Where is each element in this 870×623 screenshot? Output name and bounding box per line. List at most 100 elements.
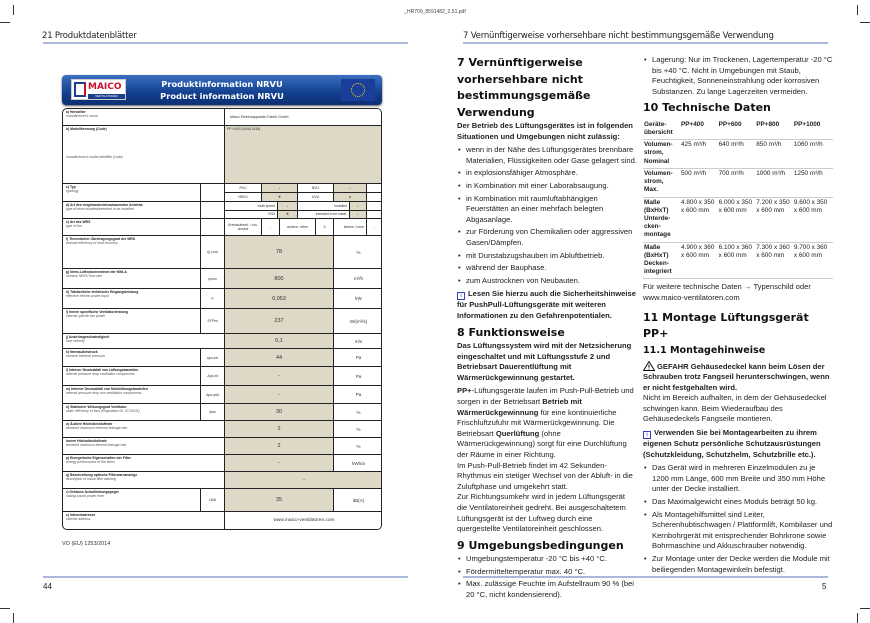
table-row: h) Tatsächliche elektrische Eingangsleis… (63, 289, 381, 309)
value-cell: 44 (225, 349, 334, 366)
label-en: typology (66, 189, 79, 193)
value-cell: 30 (225, 404, 334, 420)
label-de: Innere Höchstleckluftrate (66, 439, 107, 443)
table-cell: 9.600 x 350 x 600 mm (792, 197, 833, 243)
symbol-cell (201, 202, 225, 218)
option-cell: keines / none (334, 219, 367, 235)
text-bold: PP+ (457, 386, 472, 396)
table-cell: PP+800 (755, 119, 793, 141)
table-row: b) Modellkennung (Code) manufacturer's mo… (63, 126, 381, 184)
warning-icon (643, 360, 655, 371)
unit-cell: % (356, 409, 361, 415)
label-de: l) Interner Druckabfall von Lüftungsbaut… (66, 368, 139, 372)
symbol-cell: qnom (201, 269, 225, 288)
table-cell: 1060 m³/h (792, 139, 833, 169)
label-de: q) Beschreibung optische Filterwarnanzei… (66, 473, 138, 477)
option-cell: installed (298, 202, 350, 210)
table-row: s) Internetadresse internet address www.ma… (63, 512, 381, 529)
table-row: i) Innere spezifische Ventilatorleistung… (63, 309, 381, 334)
table-cell: 640 m³/h (717, 139, 756, 169)
table-row: Geräte-übersicht PP+400 PP+600 PP+800 PP+100… (643, 119, 833, 141)
unit-cell: % (356, 443, 361, 449)
table-cell: PP+1000 (792, 119, 833, 141)
crop-mark (0, 608, 10, 609)
value-cell: - (225, 472, 381, 488)
section-11-list: Das Gerät wird in mehreren Einzelmodulen… (643, 463, 833, 575)
table-cell: Maße (BxHxT) Unterde-cken-montage (643, 197, 680, 243)
section-10-footer: Für weitere technische Daten → Typenschi… (643, 282, 811, 302)
file-name: _HR709_8591482_2.51.pdf (404, 9, 466, 15)
row-label: o) Äußere Höchstleckluftrate declared max… (63, 421, 225, 437)
section-10-title: 10 Technische Daten (643, 101, 771, 115)
table-cell: 500 m³/h (680, 168, 718, 198)
row-label: s) Internetadresse internet address (63, 512, 225, 529)
logo-text: MAICO (88, 82, 122, 92)
row-label: l) Interner Druckabfall von Lüftungsbaut… (63, 367, 201, 385)
option-cell: - (374, 225, 376, 229)
label-en: description of visual filter warning (66, 477, 116, 481)
list-item: in explosionsfähiger Atmosphäre. (457, 168, 637, 179)
section-8-paragraph: PP+-Lüftungsgeräte laufen im Push-Pull-B… (457, 386, 637, 460)
label-de: r) Gehäuse-Schallleistungspegel (66, 490, 119, 494)
list-item: Das Maximalgewicht eines Moduls beträgt … (643, 497, 833, 508)
label-en: nominal NRVU flow rate (66, 274, 103, 278)
value-cell: 2 (225, 421, 334, 437)
label-en: type of hrs (66, 224, 82, 228)
option-cell: X (262, 193, 298, 201)
option-cell: - (262, 184, 298, 192)
label-de: n) Statischer Wirkungsgrad Ventilator (66, 405, 127, 409)
row-label: m) Interner Druckabfall von Nichtlüftung… (63, 386, 201, 403)
option-row: multi speed - installed - (225, 202, 381, 211)
label-de: d) Art des eingebauten/einzubauenden Ant… (66, 203, 143, 207)
table-row: Volumen-strom, Max. 500 m³/h 700 m³/h 1000 … (643, 168, 833, 198)
danger-text: Nicht im Bereich aufhalten, in dem der G… (643, 393, 827, 424)
table-row: Innere Höchstleckluftrate declared maximu… (63, 438, 381, 455)
unit-cell: dB(A) (352, 497, 365, 503)
value-cell: Maico Elektroapparate-Fabrik GmbH (225, 109, 381, 125)
crop-mark (13, 5, 14, 15)
option-cell: - (350, 202, 367, 210)
label-de: s) Internetadresse (66, 513, 96, 517)
maico-logo: MAICO VENTILATOREN (71, 79, 126, 100)
symbol-cell: ηt_nrvu (201, 236, 225, 268)
unit-cell: kW (355, 296, 362, 301)
label-en: internal specific fan power (66, 314, 106, 318)
section-8-intro: Das Lüftungssystem wird mit der Netzsich… (457, 341, 632, 382)
row-label: p) Energetische Eigenschaften der Filter… (63, 455, 225, 471)
list-item: zur Förderung von Chemikalien oder aggre… (457, 227, 637, 248)
option-cell (367, 193, 381, 201)
option-cell: - (262, 219, 280, 235)
row-label: d) Art des eingebauten/einzubauenden Ant… (63, 202, 201, 218)
label-en: face velocity (66, 339, 85, 343)
logo-sub: VENTILATOREN (88, 94, 125, 99)
option-cell: - (278, 202, 298, 210)
label-en: type of drive installed/intended to be i… (66, 207, 134, 211)
option-cell: - (350, 210, 367, 218)
table-row: m) Interner Druckabfall von Nichtlüftung… (63, 386, 381, 404)
value-cell: 2 (225, 438, 334, 454)
table-row: Maße (BxHxT) Unterde-cken-montage 4.800 x… (643, 197, 833, 243)
crop-mark (857, 613, 858, 623)
unit-cell: W/(m³/s) (349, 318, 368, 324)
section-9-list: Umgebungstemperatur -20 °C bis +40 °C. F… (457, 554, 637, 600)
list-item: Als Montagehilfsmittel sind Leiter, Sche… (643, 510, 833, 552)
list-item: in Kombination mit raumluftabhängigen Fe… (457, 194, 637, 226)
text-bold: Querlüftung (495, 428, 540, 438)
unit-cell: kWh/a (352, 460, 365, 466)
section-8-title: 8 Funktionsweise (457, 325, 565, 339)
row-label: f) Thermischer Übertragungsgrad der WRS t… (63, 236, 201, 268)
option-cell: X (316, 219, 334, 235)
value-cell: 0,053 (225, 289, 334, 308)
table-row: g) Nenn-Luftvolumenstrom der NWLA nominal… (63, 269, 381, 289)
unit-cell: Pa (355, 355, 362, 360)
table-row: r) Gehäuse-Schallleistungspegel casing so… (63, 489, 381, 512)
table-cell: 6.000 x 350 x 600 mm (717, 197, 756, 243)
text: -Lüftungsgeräte laufen im Push-Pull-Betr… (457, 386, 634, 406)
table-row: q) Beschreibung optische Filterwarnanzei… (63, 472, 381, 489)
row-label: r) Gehäuse-Schallleistungspegel casing so… (63, 489, 201, 511)
left-running-head: 21 Produktdatenblätter (42, 31, 137, 41)
list-item: während der Bauphase. (457, 263, 637, 274)
list-item: Max. zulässige Feuchte im Aufstellraum 9… (457, 579, 637, 600)
list-item: Lagerung: Nur im Trockenen, Lagertempera… (643, 55, 833, 97)
technical-data-table: Geräte-übersicht PP+400 PP+600 PP+800 PP+100… (643, 119, 833, 280)
